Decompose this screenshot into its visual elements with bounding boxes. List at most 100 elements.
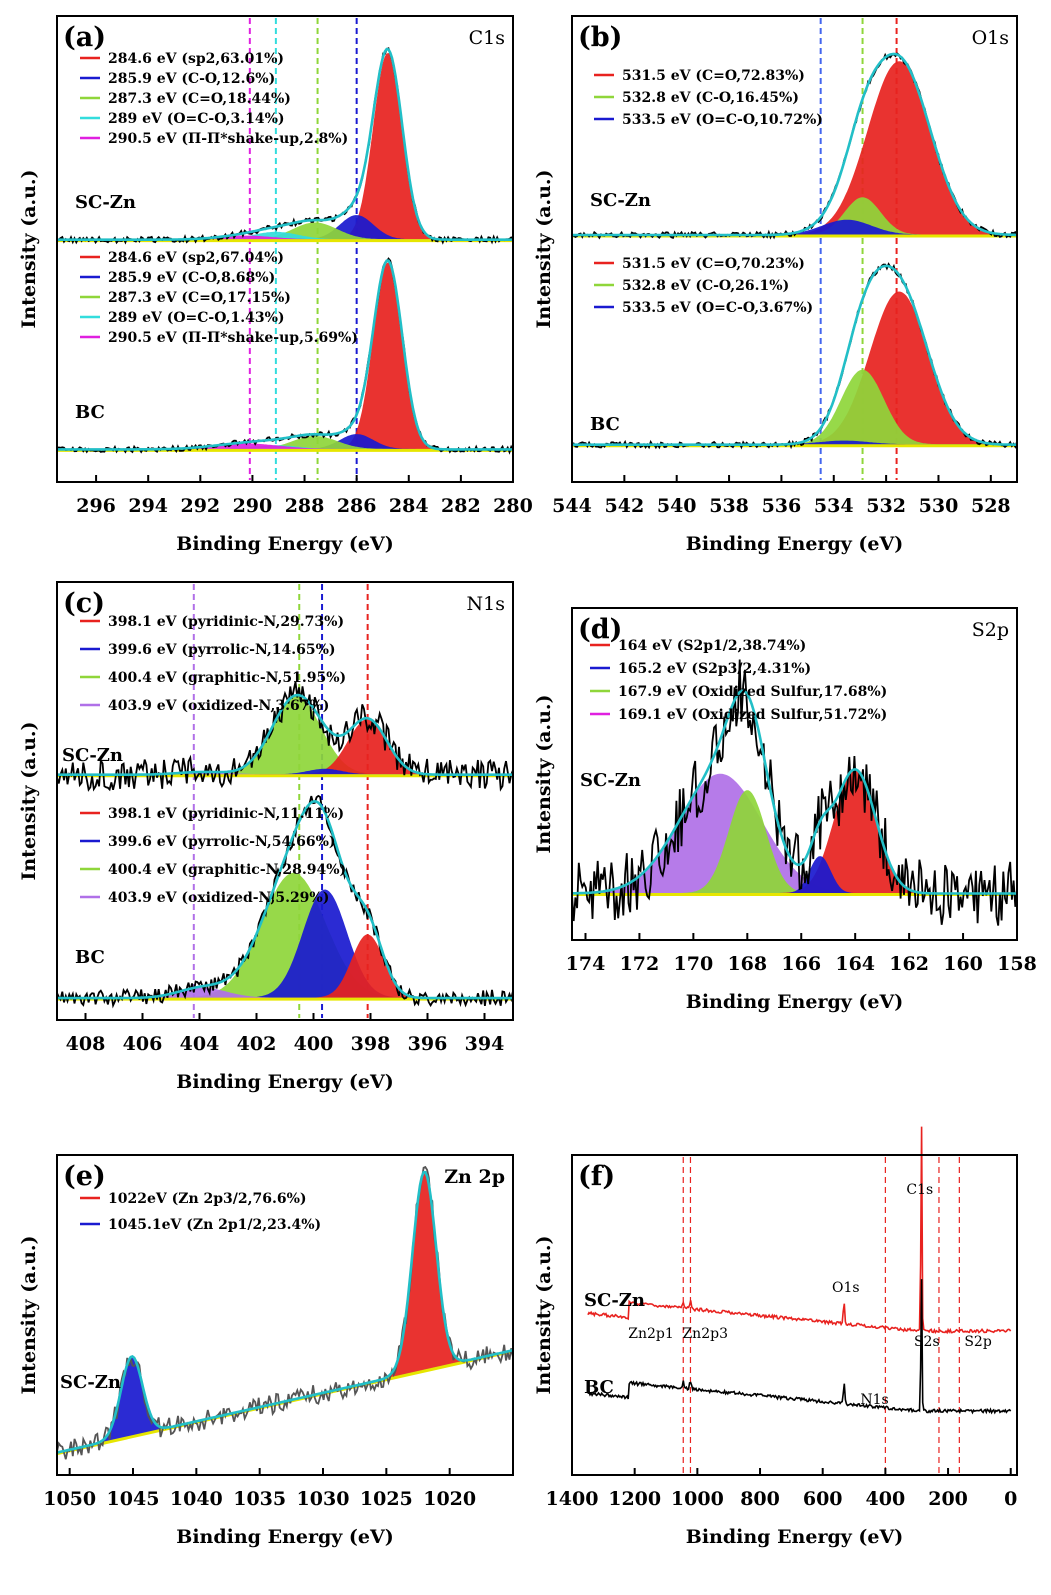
panel-1: SC-Zn 531.5 eV (C=O,72.83%) 532.8 eV (C-O,… — [533, 15, 1018, 555]
legend-entry: 287.3 eV (C=O,17.15%) — [108, 290, 291, 306]
fit-envelope — [572, 264, 1017, 446]
y-axis-label: Intensity (a.u.) — [533, 694, 555, 853]
x-tick-label: 1040 — [170, 1488, 223, 1510]
x-tick-label: 1200 — [608, 1488, 661, 1510]
legend-entry: 164 eV (S2p1/2,38.74%) — [618, 638, 806, 654]
legend-entry: 399.6 eV (pyrrolic-N,14.65%) — [108, 642, 336, 658]
legend-entry: 287.3 eV (C=O,18.44%) — [108, 91, 291, 107]
y-axis-label: Intensity (a.u.) — [533, 169, 555, 328]
peak-label: S2s — [914, 1334, 940, 1350]
plot-frame — [571, 1154, 1018, 1476]
x-tick-label: 542 — [605, 495, 645, 517]
x-tick-label: 292 — [180, 495, 220, 517]
x-tick-label: 404 — [180, 1033, 220, 1055]
raw-spectrum — [571, 659, 1018, 926]
x-axis-label: Binding Energy (eV) — [176, 1526, 393, 1548]
sample-label: SC-Zn — [590, 190, 651, 211]
legend-entry: 284.6 eV (sp2,67.04%) — [108, 250, 284, 266]
x-tick-label: 200 — [928, 1488, 968, 1510]
region-label: N1s — [467, 593, 505, 615]
x-axis-label: Binding Energy (eV) — [686, 533, 903, 555]
fit-envelope — [57, 799, 513, 1000]
raw-spectrum — [56, 681, 514, 792]
legend-entry: 400.4 eV (graphitic-N,28.94%) — [108, 862, 346, 878]
peak-label: C1s — [906, 1182, 933, 1198]
panel-label: (b) — [578, 22, 622, 53]
x-tick-label: 530 — [919, 495, 959, 517]
x-tick-label: 800 — [740, 1488, 780, 1510]
x-tick-label: 294 — [128, 495, 168, 517]
region-label: Zn 2p — [444, 1166, 505, 1188]
x-tick-label: 536 — [762, 495, 802, 517]
peak-label: N1s — [860, 1392, 888, 1408]
region-label: O1s — [972, 27, 1009, 49]
x-axis-label: Binding Energy (eV) — [686, 991, 903, 1013]
legend-entry: 290.5 eV (Π-Π*shake-up,5.69%) — [108, 330, 358, 346]
legend-entry: 533.5 eV (O=C-O,10.72%) — [622, 112, 823, 128]
sample-label: SC-Zn — [75, 192, 136, 213]
x-tick-label: 166 — [781, 953, 821, 975]
x-tick-label: 160 — [943, 953, 983, 975]
x-tick-label: 544 — [552, 495, 592, 517]
fit-envelope — [572, 52, 1017, 237]
plot-frame — [56, 1154, 514, 1476]
peak-label: O1s — [832, 1280, 860, 1296]
panel-4: SC-Zn 1022eV (Zn 2p3/2,76.6%) 1045.1eV (Zn… — [18, 1154, 514, 1548]
y-axis-label: Intensity (a.u.) — [18, 1235, 40, 1394]
panel-label: (c) — [63, 588, 105, 619]
survey-spectrum — [587, 1126, 1012, 1335]
x-tick-label: 1050 — [43, 1488, 96, 1510]
x-tick-label: 534 — [814, 495, 854, 517]
x-axis-label: Binding Energy (eV) — [686, 1526, 903, 1548]
peak-label: S2p — [964, 1334, 991, 1350]
legend-entry: 532.8 eV (C-O,16.45%) — [622, 90, 799, 106]
legend-entry: 165.2 eV (S2p3/2,4.31%) — [618, 661, 811, 677]
plot-frame — [571, 607, 1018, 941]
x-tick-label: 172 — [620, 953, 660, 975]
panel-label: (e) — [63, 1161, 106, 1192]
legend-entry: 398.1 eV (pyridinic-N,11.11%) — [108, 806, 344, 822]
fit-envelope — [57, 259, 513, 451]
legend-entry: 1022eV (Zn 2p3/2,76.6%) — [108, 1191, 307, 1207]
sample-label: SC-Zn — [580, 770, 641, 791]
region-label: C1s — [469, 27, 505, 49]
x-tick-label: 394 — [465, 1033, 505, 1055]
region-label: S2p — [972, 619, 1009, 641]
x-tick-label: 290 — [233, 495, 273, 517]
x-tick-label: 400 — [294, 1033, 334, 1055]
x-tick-label: 1000 — [671, 1488, 724, 1510]
panel-5: SC-Zn BC C1s O1s Zn2p1 Zn2p3 N1s S2s S2p 1400 1200… — [533, 1126, 1018, 1548]
legend-entry: 284.6 eV (sp2,63.01%) — [108, 51, 284, 67]
x-tick-label: 280 — [493, 495, 533, 517]
panel-label: (a) — [63, 22, 106, 53]
x-tick-label: 540 — [657, 495, 697, 517]
x-tick-label: 1025 — [360, 1488, 413, 1510]
legend-entry: 400.4 eV (graphitic-N,51.95%) — [108, 670, 346, 686]
x-tick-label: 1400 — [546, 1488, 599, 1510]
legend-entry: 399.6 eV (pyrrolic-N,54.66%) — [108, 834, 336, 850]
legend-entry: 285.9 eV (C-O,8.68%) — [108, 270, 275, 286]
legend-entry: 1045.1eV (Zn 2p1/2,23.4%) — [108, 1217, 321, 1233]
panel-0: SC-Zn 284.6 eV (sp2,63.01%) 285.9 eV (C-O,… — [18, 15, 533, 555]
legend-entry: 531.5 eV (C=O,72.83%) — [622, 68, 805, 84]
x-tick-label: 164 — [835, 953, 875, 975]
legend-entry: 167.9 eV (Oxidized Sulfur,17.68%) — [618, 684, 887, 700]
legend-entry: 531.5 eV (C=O,70.23%) — [622, 256, 805, 272]
x-tick-label: 168 — [727, 953, 767, 975]
legend-entry: 533.5 eV (O=C-O,3.67%) — [622, 300, 813, 316]
x-tick-label: 288 — [285, 495, 325, 517]
fit-envelope — [57, 47, 513, 241]
sample-label: BC — [584, 1377, 614, 1398]
x-axis-label: Binding Energy (eV) — [176, 533, 393, 555]
y-axis-label: Intensity (a.u.) — [533, 1235, 555, 1394]
x-tick-label: 538 — [709, 495, 749, 517]
x-tick-label: 1030 — [297, 1488, 350, 1510]
x-tick-label: 170 — [674, 953, 714, 975]
fit-envelope — [56, 1170, 514, 1454]
x-tick-label: 396 — [408, 1033, 448, 1055]
legend-entry: 403.9 eV (oxidized-N,5.29%) — [108, 890, 329, 906]
panel-3: SC-Zn 164 eV (S2p1/2,38.74%) 165.2 eV (S2p… — [533, 607, 1037, 1013]
x-tick-label: 174 — [566, 953, 606, 975]
x-tick-label: 406 — [123, 1033, 163, 1055]
